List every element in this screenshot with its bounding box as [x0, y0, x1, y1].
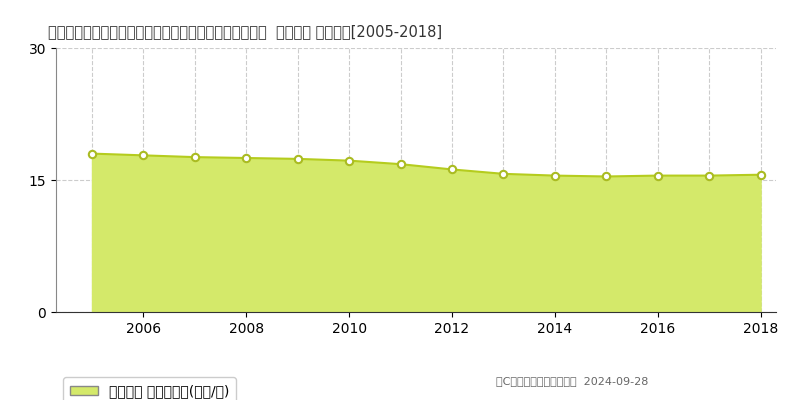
Text: （C）土地価格ドットコム  2024-09-28: （C）土地価格ドットコム 2024-09-28 [496, 376, 648, 386]
Legend: 基準地価 平均坪単価(万円/坪): 基準地価 平均坪単価(万円/坪) [63, 378, 236, 400]
Point [549, 172, 562, 179]
Point [394, 161, 407, 167]
Point [497, 171, 510, 177]
Point [446, 166, 458, 173]
Point [342, 158, 355, 164]
Point [291, 156, 304, 162]
Point [86, 150, 98, 157]
Point [702, 172, 715, 179]
Point [240, 155, 253, 161]
Point [754, 172, 767, 178]
Point [600, 173, 613, 180]
Text: 茨城県那珂郡東海村大字舟石川字大山台５７３番４２外  基準地価 地価推移[2005-2018]: 茨城県那珂郡東海村大字舟石川字大山台５７３番４２外 基準地価 地価推移[2005… [48, 24, 442, 39]
Point [137, 152, 150, 158]
Point [189, 154, 202, 160]
Point [651, 172, 664, 179]
